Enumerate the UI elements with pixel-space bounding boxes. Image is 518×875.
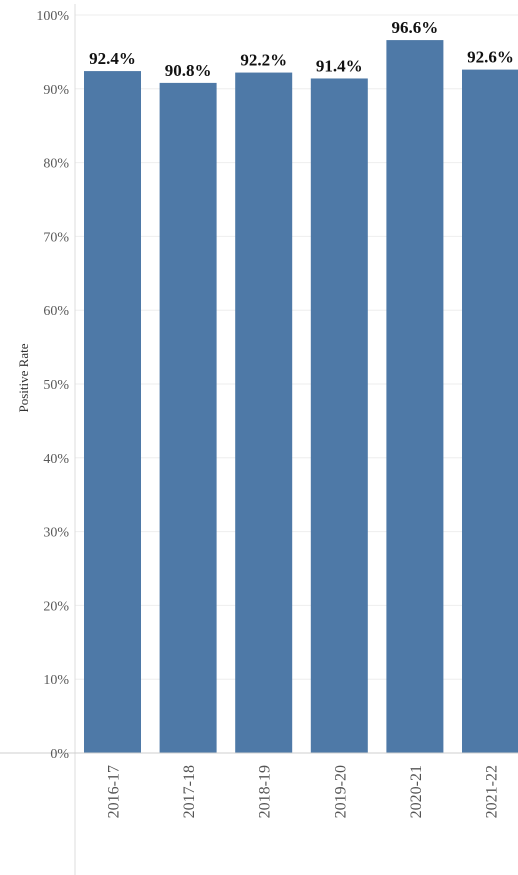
bar (310, 78, 368, 753)
x-tick-labels: 2016-17 2017-18 2018-19 2019-20 2020-21 2021-… (106, 765, 501, 818)
bar (462, 69, 518, 753)
y-tick-label: 60% (43, 304, 69, 319)
y-tick-label: 90% (43, 83, 69, 98)
bar (386, 40, 444, 754)
y-tick-labels: 0% 10% 20% 30% 40% 50% 60% 70% 80% 90% 100% (36, 9, 69, 762)
x-tick-label: 2020-21 (408, 765, 425, 818)
y-tick-label: 20% (43, 599, 69, 614)
data-label: 92.4% (89, 49, 136, 68)
y-tick-label: 0% (50, 747, 69, 762)
y-tick-label: 70% (43, 230, 69, 245)
data-label: 92.6% (467, 48, 514, 67)
bars (84, 40, 518, 754)
y-tick-label: 80% (43, 157, 69, 172)
y-tick-label: 100% (36, 9, 69, 24)
x-tick-label: 2017-18 (181, 765, 198, 818)
x-tick-label: 2021-22 (484, 765, 501, 818)
data-label: 92.2% (240, 51, 287, 70)
bar (159, 82, 217, 754)
x-tick-label: 2018-19 (257, 765, 274, 818)
y-tick-label: 30% (43, 526, 69, 541)
data-label: 91.4% (316, 56, 363, 75)
y-tick-label: 10% (43, 673, 69, 688)
data-label: 96.6% (392, 18, 439, 37)
y-tick-label: 40% (43, 452, 69, 467)
data-label: 90.8% (165, 61, 212, 80)
y-tick-label: 50% (43, 378, 69, 393)
y-axis-title: Positive Rate (16, 343, 31, 412)
data-labels: 92.4% 90.8% 92.2% 91.4% 96.6% 92.6% (89, 18, 514, 80)
bar (235, 72, 293, 753)
x-tick-label: 2019-20 (332, 765, 349, 818)
gridlines (75, 14, 518, 680)
bar (84, 71, 141, 753)
x-tick-label: 2016-17 (106, 765, 123, 818)
axes (0, 4, 518, 875)
